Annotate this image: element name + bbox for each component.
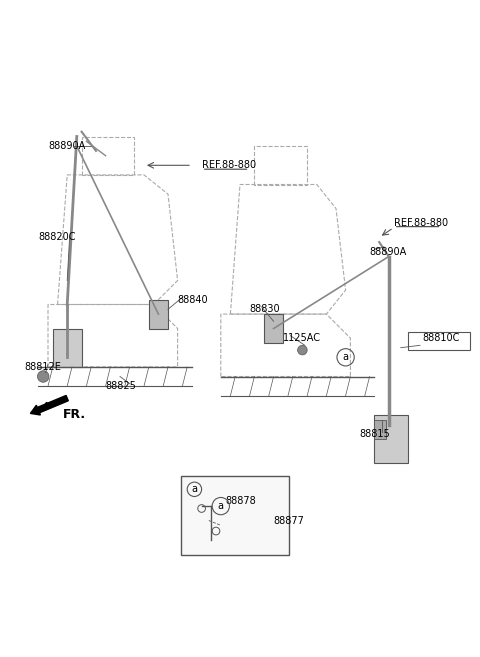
Text: 88890A: 88890A: [48, 141, 85, 151]
Text: 88890A: 88890A: [370, 246, 407, 257]
Text: 88810C: 88810C: [422, 333, 460, 343]
Text: FR.: FR.: [62, 409, 85, 421]
Bar: [53, 328, 82, 367]
Text: a: a: [343, 352, 348, 362]
Bar: [374, 420, 386, 439]
Text: REF.88-880: REF.88-880: [394, 218, 448, 228]
Text: REF.88-880: REF.88-880: [202, 160, 256, 170]
Bar: [264, 314, 283, 343]
Circle shape: [37, 371, 49, 382]
Text: 88877: 88877: [274, 516, 304, 526]
Text: 88815: 88815: [359, 429, 390, 439]
Text: 88830: 88830: [250, 304, 280, 314]
Text: 88820C: 88820C: [38, 233, 76, 242]
Bar: [408, 332, 470, 350]
Text: a: a: [192, 484, 197, 494]
Text: 88878: 88878: [226, 496, 256, 507]
Circle shape: [298, 346, 307, 355]
Bar: [374, 415, 408, 463]
Text: 1125AC: 1125AC: [283, 333, 321, 343]
Text: a: a: [218, 501, 224, 511]
Text: 88825: 88825: [106, 381, 136, 391]
Bar: [149, 300, 168, 328]
Text: 88840: 88840: [178, 295, 208, 305]
Text: 88812E: 88812E: [24, 362, 61, 372]
FancyBboxPatch shape: [181, 476, 289, 555]
FancyArrow shape: [30, 396, 68, 415]
